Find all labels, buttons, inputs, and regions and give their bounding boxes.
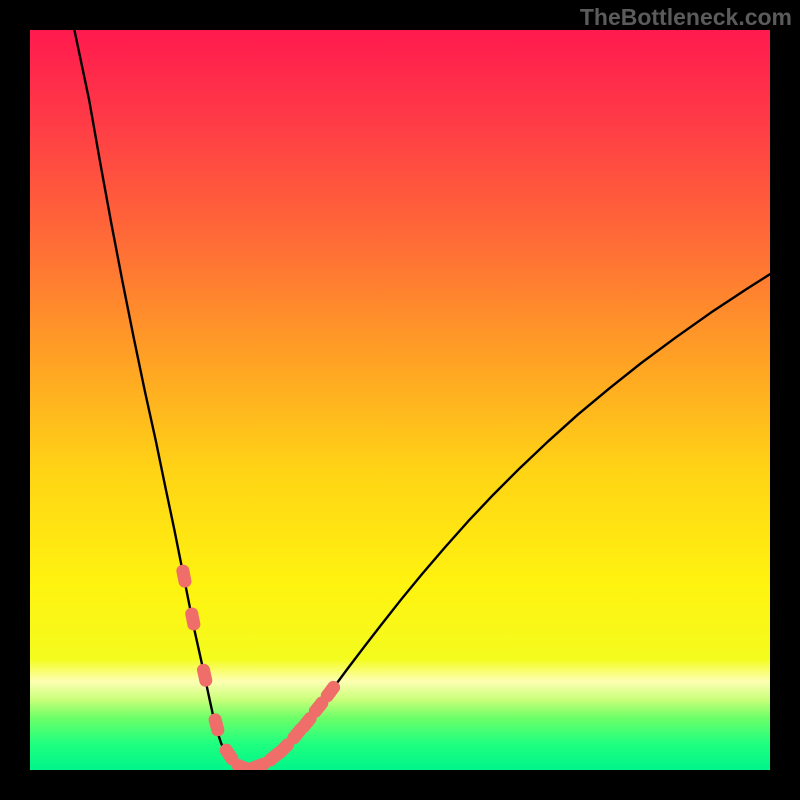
watermark-text: TheBottleneck.com [580, 4, 792, 31]
gradient-background [30, 30, 770, 770]
chart-frame: TheBottleneck.com [0, 0, 800, 800]
plot-svg [30, 30, 770, 770]
plot-area [30, 30, 770, 770]
